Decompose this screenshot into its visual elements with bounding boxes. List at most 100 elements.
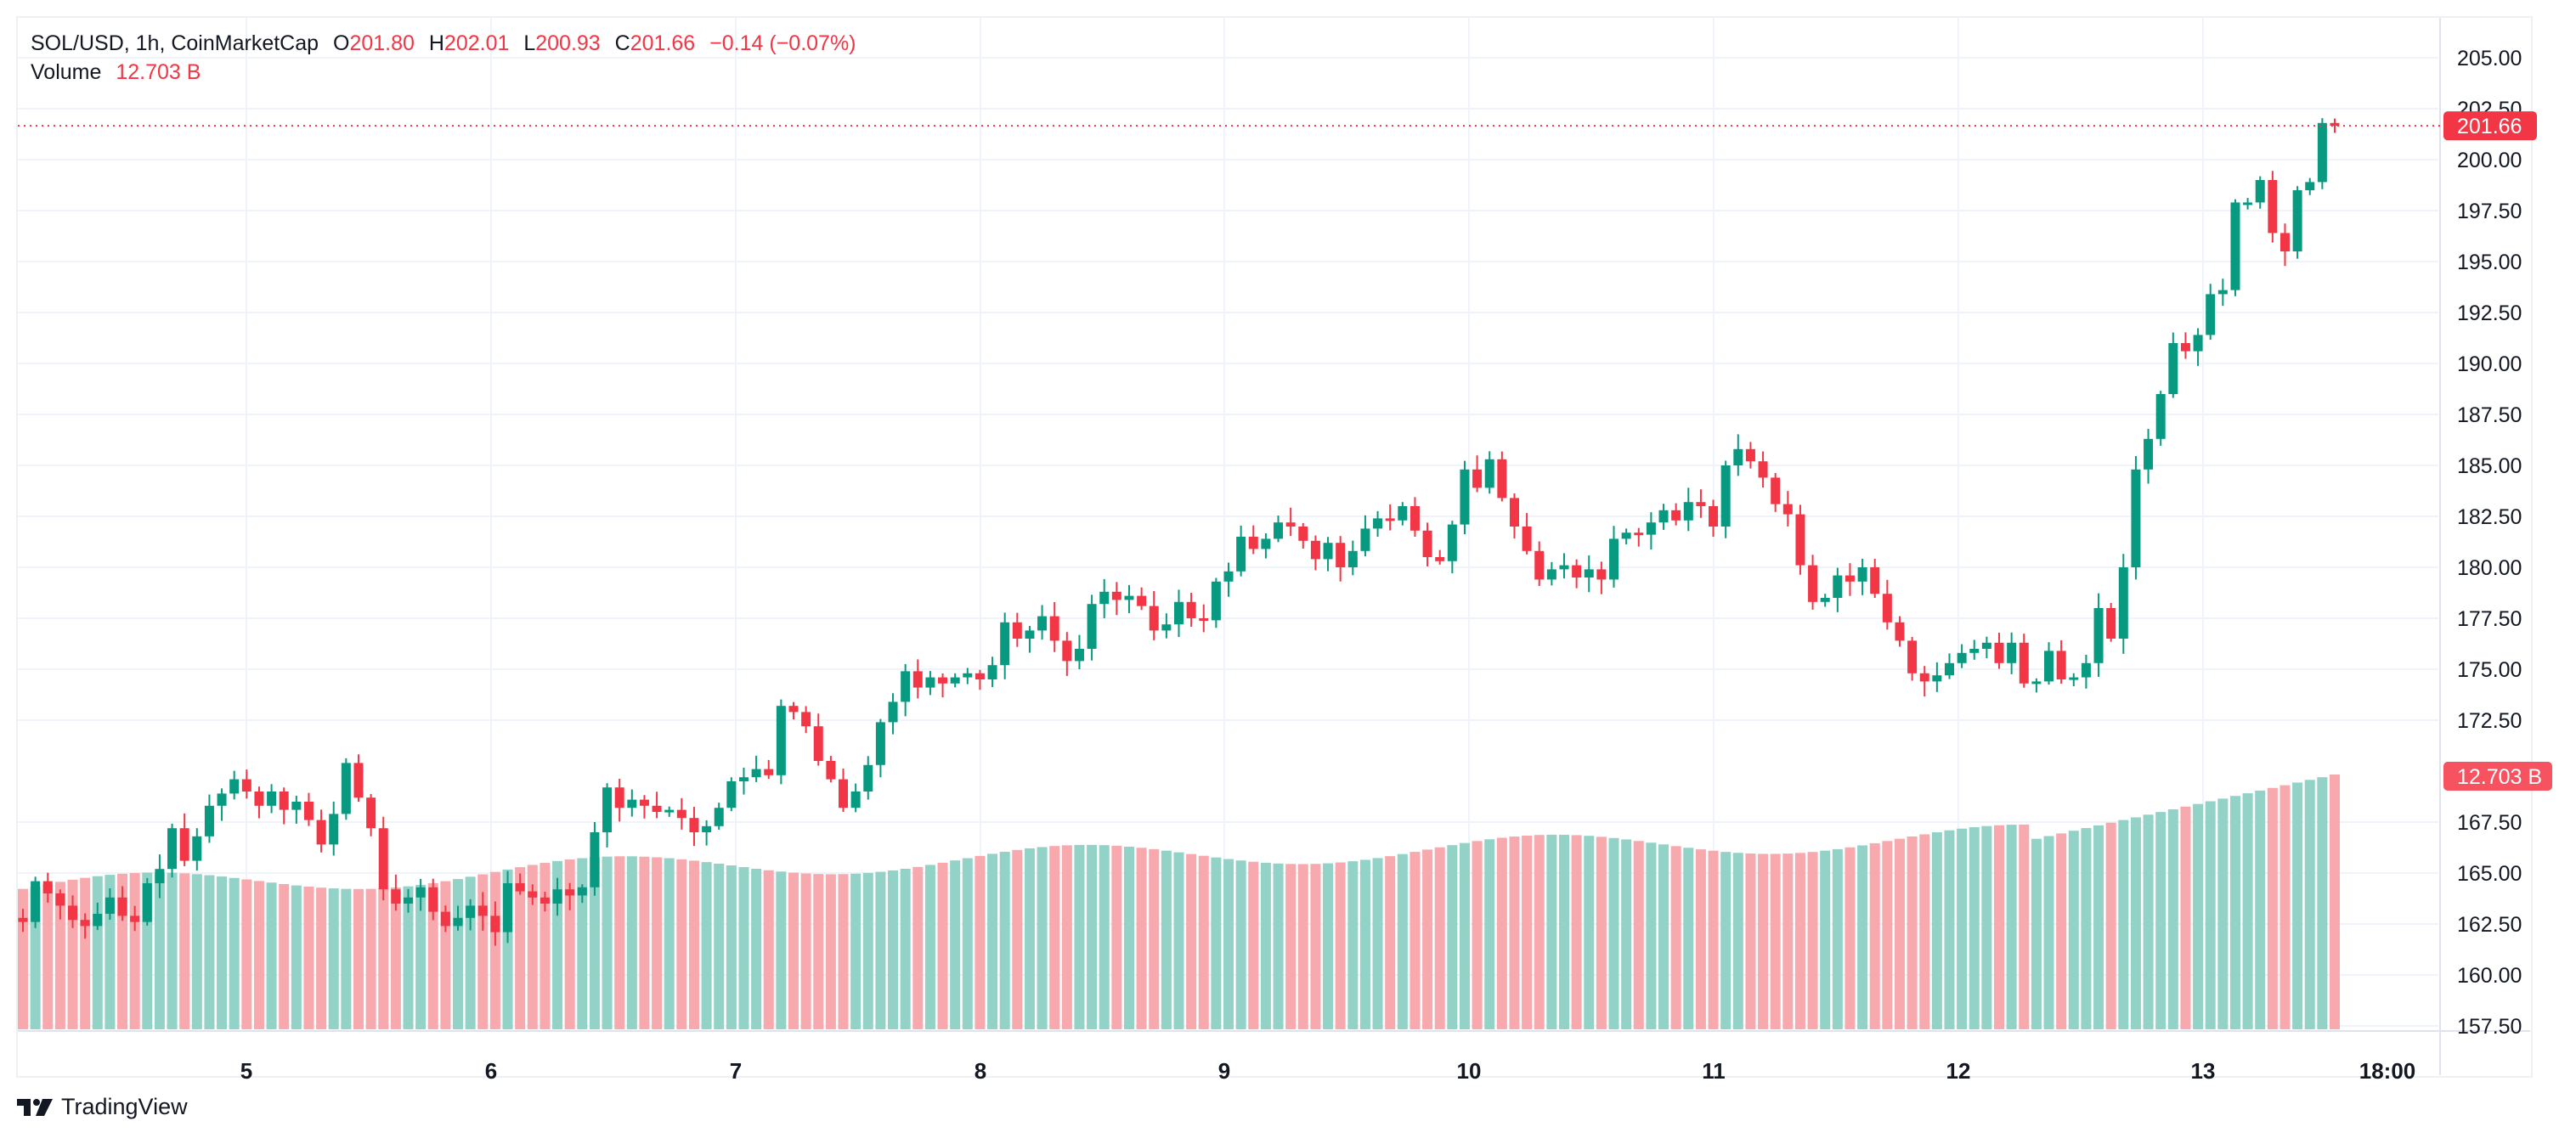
price-tick-label: 185.00	[2457, 454, 2522, 478]
volume-bar	[2267, 787, 2278, 1029]
price-tick-label: 157.50	[2457, 1015, 2522, 1039]
candle-body	[1285, 522, 1296, 527]
volume-bar	[626, 856, 637, 1029]
candle-body	[1149, 606, 1159, 631]
volume-bars	[18, 775, 2340, 1029]
volume-bar	[1198, 855, 1209, 1029]
candle-body	[987, 665, 997, 679]
price-tick-label: 177.50	[2457, 607, 2522, 631]
candle-body	[1782, 504, 1793, 515]
volume-bar	[950, 860, 961, 1029]
volume-bar	[217, 876, 228, 1029]
candle-body	[602, 787, 613, 832]
candle-body	[1223, 571, 1234, 582]
candle-body	[2193, 335, 2203, 352]
close-label: C	[614, 31, 630, 55]
volume-bar	[788, 872, 799, 1029]
candle-body	[1945, 662, 1954, 676]
volume-bar	[1596, 837, 1607, 1029]
price-axis[interactable]: 205.00202.50200.00197.50195.00192.50190.…	[2457, 47, 2522, 1039]
candle-body	[751, 769, 761, 778]
candle-body	[130, 915, 140, 922]
candle-body	[938, 677, 948, 684]
candle-body	[813, 726, 823, 761]
time-axis[interactable]: 5 6 7 8 9 10 11 12 13 18:00	[240, 1058, 2415, 1084]
volume-bar	[2229, 796, 2240, 1029]
volume-bar	[427, 882, 438, 1029]
candle-body	[1658, 510, 1669, 523]
volume-bar	[1123, 846, 1134, 1029]
volume-bar	[415, 884, 427, 1029]
volume-bar	[1670, 846, 1681, 1029]
time-tick-label: 12	[1946, 1058, 1971, 1084]
candle-body	[93, 914, 103, 927]
candle-body	[652, 805, 662, 812]
volume-bar	[1621, 839, 1632, 1029]
candle-body	[974, 673, 985, 679]
volume-bar	[1844, 847, 1856, 1029]
volume-bar	[589, 857, 600, 1029]
volume-bar	[1919, 834, 1930, 1029]
volume-bar	[80, 877, 91, 1029]
volume-bar	[924, 865, 935, 1029]
candle-body	[2007, 642, 2017, 663]
volume-bar	[2118, 820, 2129, 1029]
candle-body	[1833, 575, 1843, 598]
volume-bar	[1335, 862, 1346, 1029]
chart-frame[interactable]	[16, 16, 2533, 1078]
candle-body	[565, 889, 575, 896]
candle-body	[1907, 640, 1918, 673]
candle-body	[2180, 343, 2190, 352]
volume-bar	[2279, 785, 2291, 1029]
tradingview-logo[interactable]: TradingView	[17, 1094, 188, 1120]
volume-bar	[1099, 845, 1110, 1029]
volume-bar	[1049, 846, 1060, 1029]
volume-bar	[1534, 835, 1545, 1029]
candle-body	[1795, 514, 1805, 566]
volume-bar	[253, 881, 264, 1029]
volume-bar	[912, 866, 924, 1029]
volume-bar	[1683, 848, 1694, 1029]
candle-body	[839, 779, 849, 808]
candle-body	[1683, 502, 1693, 521]
candle-body	[353, 763, 364, 798]
volume-bar	[813, 874, 824, 1029]
price-badge-text: 201.66	[2457, 115, 2522, 138]
volume-bar	[738, 867, 749, 1029]
volume-bar	[937, 862, 948, 1029]
candle-body	[1534, 550, 1545, 580]
price-tick-label: 167.50	[2457, 811, 2522, 835]
candle-body	[1236, 537, 1246, 572]
candle-body	[2305, 182, 2315, 190]
volume-bar	[639, 856, 650, 1029]
volume-bar	[1447, 845, 1458, 1029]
volume-bar	[1211, 857, 1222, 1029]
volume-bar	[1646, 842, 1657, 1029]
time-tick-label: 5	[240, 1058, 252, 1084]
volume-bar	[776, 871, 787, 1029]
candle-body	[1049, 616, 1059, 641]
candle-body	[404, 897, 413, 904]
ohlc-row: SOL/USD, 1h, CoinMarketCap O201.80 H202.…	[31, 29, 856, 58]
low-value: 200.93	[535, 31, 601, 55]
tradingview-name: TradingView	[61, 1094, 188, 1119]
candle-body	[254, 792, 264, 806]
volume-bar	[1385, 856, 1396, 1029]
candle-body	[167, 828, 178, 870]
volume-bar	[1994, 825, 2005, 1029]
volume-bar	[1832, 848, 1843, 1029]
time-tick-label: 9	[1218, 1058, 1230, 1084]
volume-bar	[1882, 841, 1893, 1029]
volume-bar	[1223, 859, 1234, 1029]
candle-body	[2317, 122, 2327, 183]
volume-bar	[129, 872, 140, 1029]
candle-body	[1733, 448, 1743, 465]
volume-bar	[1273, 863, 1284, 1029]
symbol-title[interactable]: SOL/USD, 1h, CoinMarketCap	[31, 31, 319, 55]
volume-bar	[279, 883, 290, 1029]
volume-label[interactable]: Volume	[31, 60, 102, 84]
volume-bar	[1397, 854, 1408, 1029]
candle-body	[2168, 343, 2178, 394]
volume-bar	[2081, 828, 2092, 1029]
